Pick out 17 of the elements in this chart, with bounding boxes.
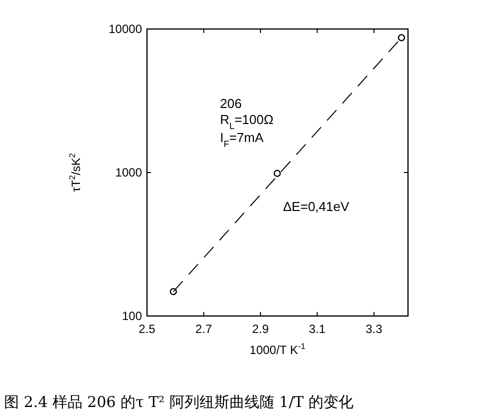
point: [398, 34, 406, 42]
x-tick-label: 2.5: [138, 322, 156, 336]
annotation: I$_{F}$=7mA: [220, 130, 264, 149]
annotation: 206: [220, 96, 242, 111]
y-tick-label: 1000: [115, 166, 142, 180]
x-axis-title: 1000/T K$^{-1}$: [250, 341, 306, 357]
x-tick-label: 3.1: [308, 322, 326, 336]
text: 图 2.4 样品 206 的τ T² 阿列纽斯曲线随 1/T 的变化: [4, 393, 354, 411]
x-tick-label: 2.9: [252, 322, 270, 336]
x-tick-label: 2.7: [195, 322, 212, 336]
annotation: ΔE=0,41eV: [283, 199, 350, 214]
point: [170, 288, 177, 296]
point: [274, 170, 281, 177]
y-tick-label: 10000: [108, 22, 142, 36]
x-tick-label: 3.3: [366, 322, 383, 336]
y-tick-label: 100: [122, 309, 142, 323]
annotation: R$_{L}$=100Ω: [220, 112, 274, 131]
